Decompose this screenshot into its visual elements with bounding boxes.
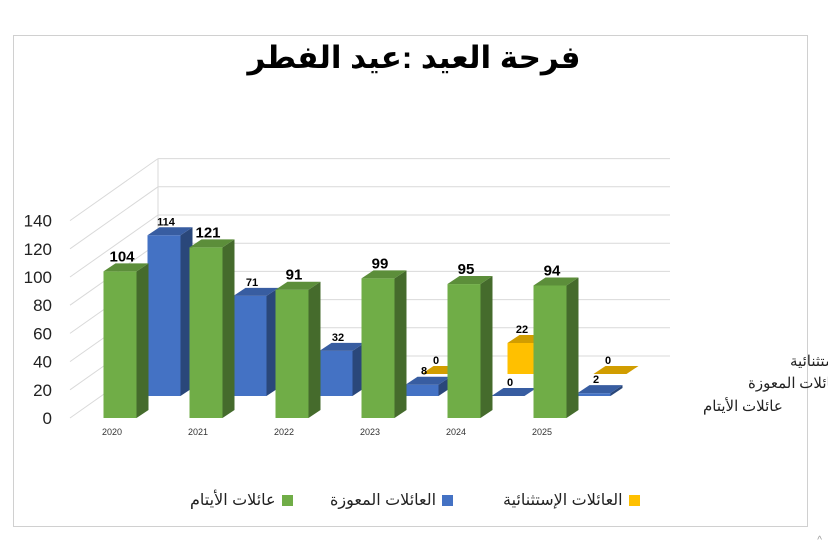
data-label-s1-c2: 32	[332, 332, 344, 344]
gridline-side	[69, 214, 159, 278]
y-tick-label: 120	[24, 240, 52, 259]
x-tick-label: 2020	[102, 427, 122, 437]
gridline-side	[69, 158, 159, 222]
gridline-side	[69, 186, 159, 250]
x-tick-label: 2025	[532, 427, 552, 437]
bar-s1-c1	[233, 295, 267, 396]
x-tick-label: 2023	[360, 427, 380, 437]
data-label-s0-c1: 121	[195, 224, 220, 241]
bar-top-s1-c1	[233, 287, 279, 296]
bar-s0-c1	[189, 247, 223, 418]
data-label-s1-c3: 8	[421, 366, 427, 378]
bar-side-s0-c3	[394, 270, 407, 418]
data-label-s2-c4: 22	[516, 324, 528, 336]
bar-top-s0-c0	[103, 263, 149, 272]
y-tick-label: 140	[24, 212, 52, 231]
bar-top-s1-c3	[405, 376, 451, 385]
data-label-s0-c2: 91	[286, 267, 303, 284]
bar-top-s0-c3	[361, 270, 407, 279]
data-label-s1-c4: 0	[507, 377, 513, 389]
bar-side-s0-c5	[566, 277, 579, 418]
data-label-s0-c3: 99	[372, 255, 389, 272]
bar-top-s1-c4	[491, 388, 537, 396]
bar-top-s0-c1	[189, 239, 235, 248]
legend-label-exceptional: العائلات الإستثنائية	[503, 492, 623, 509]
x-tick-label: 2021	[188, 427, 208, 437]
bar-side-s0-c1	[222, 239, 235, 418]
y-tick-label: 20	[33, 381, 52, 400]
scroll-up-icon[interactable]: ^	[817, 535, 822, 546]
y-tick-label: 80	[33, 296, 52, 315]
depth-axis-label: عائلات الأيتام	[703, 397, 783, 415]
data-label-s1-c1: 71	[246, 277, 258, 289]
bar-s0-c0	[103, 271, 137, 418]
chart-title: فرحة العيد :عيد الفطر	[247, 40, 581, 75]
legend-item-needy: العائلات المعوزة	[330, 490, 454, 510]
data-label-s1-c0: 114	[157, 216, 176, 228]
bar-top-s1-c5	[577, 385, 623, 394]
data-label-s0-c4: 95	[458, 261, 475, 278]
bar-top-s2-c5	[593, 366, 639, 374]
depth-axis-label: العائلات المعوزة	[748, 376, 828, 392]
data-label-s2-c3: 0	[433, 355, 439, 367]
bar-s1-c0	[147, 235, 181, 396]
bar-s0-c3	[361, 278, 395, 418]
data-label-s0-c5: 94	[544, 262, 561, 279]
bar-top-s0-c2	[275, 281, 321, 290]
legend-item-orphans: عائلات الأيتام	[190, 490, 293, 510]
y-tick-label: 0	[43, 409, 52, 428]
data-label-s1-c5: 2	[593, 374, 599, 386]
bar-s0-c2	[275, 289, 309, 418]
bar-s1-c3	[405, 384, 439, 396]
legend-label-orphans: عائلات الأيتام	[190, 492, 276, 509]
bar-s0-c4	[447, 284, 481, 418]
y-tick-label: 60	[33, 324, 52, 343]
legend-swatch-exceptional	[628, 494, 640, 506]
bar-top-s1-c2	[319, 342, 365, 351]
legend-swatch-needy	[442, 494, 454, 506]
legend-item-exceptional: العائلات الإستثنائية	[503, 490, 640, 510]
legend-label-needy: العائلات المعوزة	[330, 492, 437, 509]
y-tick-label: 40	[33, 353, 52, 372]
bar-s1-c5	[577, 393, 611, 396]
bar-s0-c5	[533, 285, 567, 418]
bar-top-s1-c0	[147, 227, 193, 236]
legend-swatch-orphans	[281, 494, 293, 506]
data-label-s0-c0: 104	[109, 248, 135, 265]
chart-legend: العائلات الإستثنائية العائلات المعوزة عا…	[0, 490, 828, 514]
bar-s1-c2	[319, 350, 353, 396]
x-tick-label: 2022	[274, 427, 294, 437]
bar-top-s0-c4	[447, 276, 493, 285]
bar-top-s0-c5	[533, 277, 579, 286]
bar-side-s0-c0	[136, 263, 149, 418]
y-tick-label: 100	[24, 268, 52, 287]
bar-side-s0-c2	[308, 281, 321, 418]
x-tick-label: 2024	[446, 427, 466, 437]
bar-side-s1-c5	[610, 385, 623, 396]
bar-side-s0-c4	[480, 276, 493, 418]
data-label-s2-c5: 0	[605, 355, 611, 367]
depth-axis-label: العائلات الإستثنائية	[790, 354, 828, 370]
